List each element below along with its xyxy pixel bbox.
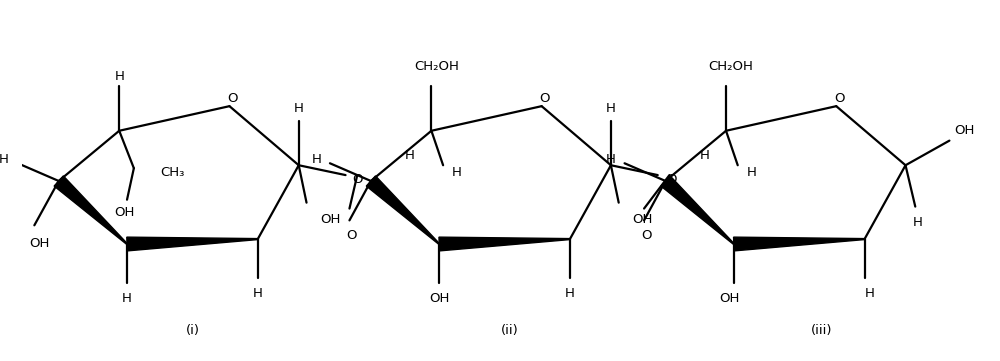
Text: OH: OH: [954, 124, 974, 137]
Text: H: H: [253, 287, 263, 300]
Text: OH: OH: [719, 292, 739, 305]
Text: CH₂OH: CH₂OH: [414, 60, 459, 73]
Text: O: O: [666, 173, 677, 186]
Text: OH: OH: [114, 206, 134, 219]
Text: OH: OH: [429, 292, 449, 305]
Text: OH: OH: [29, 236, 49, 249]
Text: H: H: [746, 166, 756, 179]
Text: (i): (i): [185, 324, 199, 337]
Text: H: H: [405, 149, 415, 162]
Text: O: O: [834, 92, 844, 105]
Polygon shape: [127, 237, 258, 251]
Text: O: O: [227, 92, 238, 105]
Text: H: H: [864, 287, 874, 300]
Text: O: O: [539, 92, 550, 105]
Text: OH: OH: [632, 213, 653, 226]
Polygon shape: [366, 176, 440, 244]
Text: H: H: [294, 102, 304, 115]
Polygon shape: [54, 176, 127, 244]
Text: H: H: [114, 70, 124, 83]
Text: H: H: [606, 153, 616, 166]
Text: CH₂OH: CH₂OH: [708, 60, 753, 73]
Text: OH: OH: [320, 213, 341, 226]
Text: H: H: [122, 292, 132, 305]
Text: O: O: [346, 229, 357, 242]
Text: H: H: [452, 166, 462, 179]
Text: O: O: [352, 173, 363, 186]
Text: O: O: [641, 229, 651, 242]
Text: H: H: [311, 153, 321, 166]
Text: H: H: [606, 102, 616, 115]
Text: (iii): (iii): [811, 324, 832, 337]
Polygon shape: [661, 176, 734, 244]
Text: (ii): (ii): [501, 324, 518, 337]
Text: H: H: [0, 153, 9, 166]
Text: H: H: [565, 287, 575, 300]
Polygon shape: [734, 237, 865, 251]
Polygon shape: [439, 237, 570, 251]
Text: H: H: [912, 216, 922, 229]
Text: H: H: [700, 149, 709, 162]
Text: CH₃: CH₃: [160, 166, 185, 179]
